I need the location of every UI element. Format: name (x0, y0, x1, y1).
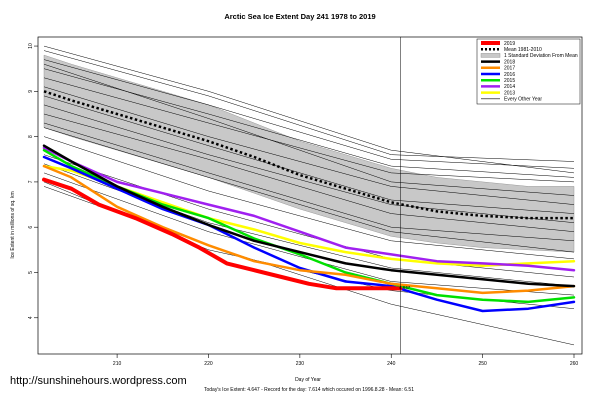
legend-label: 2019 (504, 41, 515, 47)
chart-title: Arctic Sea Ice Extent Day 241 1978 to 20… (224, 12, 375, 21)
mean-1981-2010-line (43, 90, 574, 220)
other-year-line (43, 86, 575, 205)
legend-label: 2013 (504, 90, 515, 96)
current-extent-label: 4.647 (399, 285, 411, 290)
other-years-lines (43, 45, 575, 346)
other-year-line (43, 50, 575, 162)
highlighted-series (42, 144, 576, 313)
x-axis: 210 220 230 240 250 260 (113, 354, 578, 367)
series-line-2016 (42, 155, 576, 313)
y-axis-label: Ice Extent in millions of sq. km (10, 191, 16, 258)
legend-label: 2017 (504, 66, 515, 72)
x-tick-label: 250 (478, 361, 487, 367)
other-year-line (43, 104, 575, 223)
legend-label: 2015 (504, 78, 515, 84)
x-tick-label: 260 (570, 361, 579, 367)
series-line-2014 (42, 146, 576, 272)
legend-label: 2016 (504, 72, 515, 78)
series-line-2017 (42, 164, 576, 295)
legend-swatch (480, 53, 501, 58)
x-tick-label: 240 (387, 361, 396, 367)
x-tick-label: 210 (113, 361, 122, 367)
legend-label: Mean 1981-2010 (504, 47, 542, 53)
y-tick-label: 6 (28, 226, 34, 229)
series-line-2019 (42, 177, 403, 291)
series-line-2018 (42, 144, 576, 288)
legend-label: Every Other Year (504, 97, 542, 103)
other-year-line (43, 63, 575, 196)
legend-label: 1 Standard Deviation From Mean (504, 53, 578, 59)
other-year-line (43, 136, 575, 260)
y-tick-label: 10 (28, 43, 34, 49)
legend-label: 2018 (504, 59, 515, 65)
mean-line (43, 90, 574, 220)
plot-frame (37, 36, 583, 355)
site-watermark: http://sunshinehours.wordpress.com (10, 375, 187, 387)
other-year-line (43, 154, 575, 278)
x-axis-label: Day of Year (295, 377, 321, 383)
other-year-line (43, 95, 575, 214)
other-year-line (43, 172, 575, 296)
y-axis: 4 5 6 7 8 9 10 (28, 43, 38, 319)
other-year-line (43, 122, 575, 242)
footer-note: Today's Ice Extent: 4.647 - Record for t… (204, 387, 414, 393)
y-tick-label: 5 (28, 271, 34, 274)
other-year-line (43, 59, 575, 169)
other-year-line (43, 45, 575, 174)
y-tick-label: 8 (28, 135, 34, 138)
y-tick-label: 4 (28, 316, 34, 319)
legend-label: 2014 (504, 84, 515, 90)
other-year-line (43, 113, 575, 232)
y-tick-label: 7 (28, 180, 34, 183)
x-tick-label: 230 (296, 361, 305, 367)
x-tick-label: 220 (204, 361, 213, 367)
y-tick-label: 9 (28, 90, 34, 93)
other-year-line (43, 77, 575, 183)
other-year-line (43, 127, 575, 253)
